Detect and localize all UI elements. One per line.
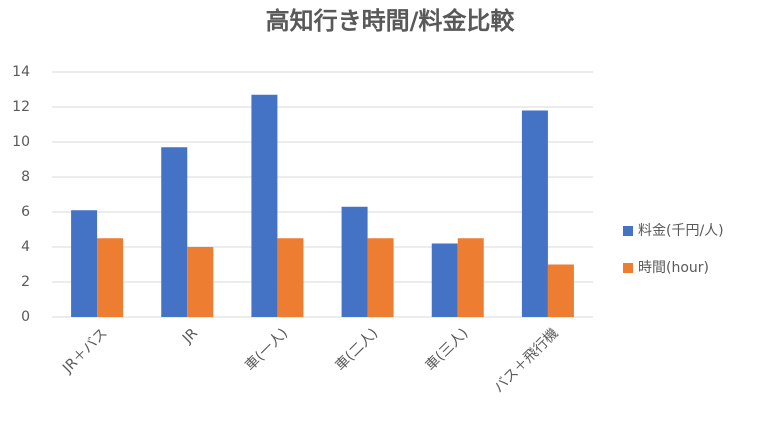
bar bbox=[161, 147, 188, 317]
legend-label: 料金(千円/人) bbox=[638, 223, 724, 239]
x-tick-label: 車(一人) bbox=[242, 325, 291, 374]
x-tick-label: バス＋飛行機 bbox=[491, 325, 562, 396]
y-tick-label: 0 bbox=[21, 309, 30, 325]
bar bbox=[97, 238, 124, 317]
y-tick-label: 2 bbox=[21, 274, 30, 290]
y-tick-label: 10 bbox=[12, 134, 30, 150]
y-tick-label: 12 bbox=[12, 99, 30, 115]
bar bbox=[547, 264, 574, 317]
bar bbox=[71, 210, 98, 317]
x-tick-label: JR bbox=[179, 325, 201, 347]
legend-label: 時間(hour) bbox=[638, 260, 709, 276]
bar bbox=[251, 94, 278, 317]
bar bbox=[367, 238, 394, 317]
y-tick-label: 14 bbox=[12, 64, 30, 80]
bar bbox=[187, 247, 214, 317]
y-tick-label: 8 bbox=[21, 169, 30, 185]
legend-swatch bbox=[623, 263, 633, 273]
legend-swatch bbox=[623, 226, 633, 236]
bar bbox=[457, 238, 484, 317]
y-tick-label: 6 bbox=[21, 204, 30, 220]
bar bbox=[431, 243, 458, 317]
chart-title: 高知行き時間/料金比較 bbox=[266, 7, 516, 35]
x-tick-label: JR＋バス bbox=[59, 325, 111, 377]
y-tick-label: 4 bbox=[21, 239, 30, 255]
bar bbox=[341, 206, 368, 317]
bar bbox=[521, 110, 548, 317]
x-tick-label: 車(三人) bbox=[422, 325, 471, 374]
x-tick-label: 車(二人) bbox=[332, 325, 381, 374]
bar bbox=[277, 238, 304, 317]
